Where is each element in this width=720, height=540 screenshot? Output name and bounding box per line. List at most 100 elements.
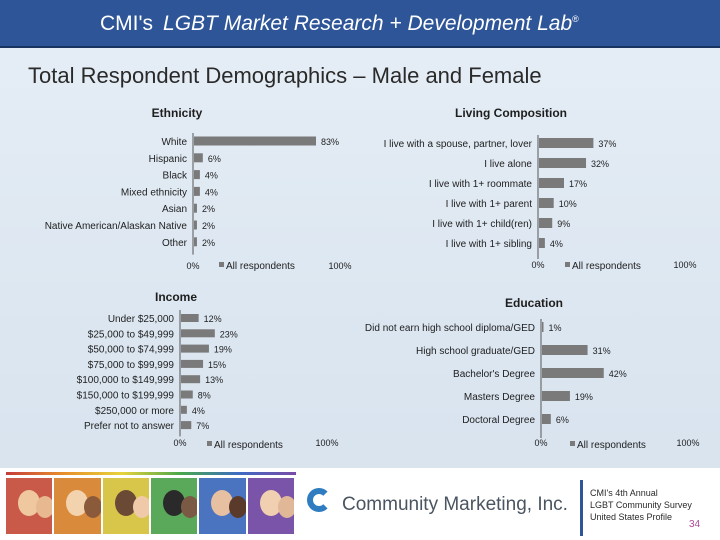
photo-1 bbox=[6, 478, 53, 534]
bar bbox=[194, 170, 200, 180]
data-label: 37% bbox=[598, 139, 616, 149]
rainbow-stripe bbox=[6, 472, 296, 475]
tick-label-min: 0% bbox=[186, 261, 199, 271]
data-label: 6% bbox=[556, 415, 569, 425]
bar bbox=[194, 220, 197, 230]
category-label: Mixed ethnicity bbox=[121, 187, 187, 198]
category-label: Native American/Alaskan Native bbox=[45, 221, 188, 232]
category-label: $25,000 to $49,999 bbox=[88, 329, 175, 340]
legend-swatch bbox=[570, 441, 575, 446]
category-label: I live with 1+ child(ren) bbox=[432, 219, 532, 230]
category-label: I live with 1+ parent bbox=[446, 199, 533, 210]
tick-label-min: 0% bbox=[531, 260, 544, 270]
bar bbox=[542, 322, 544, 332]
bar bbox=[539, 158, 587, 168]
bar bbox=[542, 345, 588, 355]
footer-divider bbox=[580, 480, 583, 536]
bar bbox=[194, 203, 197, 213]
bar bbox=[181, 344, 209, 353]
category-label: Under $25,000 bbox=[108, 314, 175, 325]
data-label: 12% bbox=[204, 314, 222, 324]
photo-6 bbox=[247, 478, 294, 534]
header-bar: CMI's LGBT Market Research + Development … bbox=[0, 0, 720, 48]
photo-3 bbox=[102, 478, 149, 534]
legend-swatch bbox=[207, 441, 212, 446]
bar bbox=[542, 414, 551, 424]
survey-line: CMI's 4th Annual bbox=[590, 488, 658, 498]
data-label: 2% bbox=[202, 238, 215, 248]
data-label: 2% bbox=[202, 221, 215, 231]
data-label: 32% bbox=[591, 159, 609, 169]
legend-label: All respondents bbox=[572, 261, 641, 272]
data-label: 4% bbox=[205, 187, 218, 197]
category-label: $75,000 to $99,999 bbox=[88, 360, 175, 371]
bar bbox=[539, 238, 545, 248]
chart-title: Income bbox=[155, 290, 197, 304]
data-label: 19% bbox=[214, 345, 232, 355]
header-title: CMI's LGBT Market Research + Development … bbox=[100, 12, 579, 36]
category-label: Black bbox=[163, 171, 188, 182]
bar bbox=[194, 237, 197, 247]
category-label: Prefer not to answer bbox=[84, 421, 175, 432]
category-label: Hispanic bbox=[149, 154, 187, 165]
company-name: Community Marketing, Inc. bbox=[342, 494, 568, 515]
survey-line: LGBT Community Survey bbox=[590, 500, 692, 510]
legend-label: All respondents bbox=[226, 261, 295, 272]
tick-label-max: 100% bbox=[315, 438, 338, 448]
category-label: $50,000 to $74,999 bbox=[88, 345, 175, 356]
category-label: I live with 1+ sibling bbox=[446, 239, 532, 250]
data-label: 23% bbox=[220, 329, 238, 339]
data-label: 8% bbox=[198, 391, 211, 401]
category-label: Asian bbox=[162, 204, 187, 215]
bar bbox=[539, 138, 594, 148]
data-label: 13% bbox=[205, 375, 223, 385]
bar bbox=[181, 314, 199, 322]
chart-title: Education bbox=[505, 296, 563, 310]
slide-title: Total Respondent Demographics – Male and… bbox=[28, 63, 542, 88]
category-label: I live alone bbox=[484, 159, 532, 170]
bar bbox=[181, 421, 192, 430]
category-label: High school graduate/GED bbox=[416, 346, 535, 357]
header-lab-name: LGBT Market Research + Development Lab bbox=[163, 12, 573, 35]
data-label: 19% bbox=[575, 392, 593, 402]
category-label: Doctoral Degree bbox=[462, 415, 535, 426]
photo-4 bbox=[150, 478, 198, 534]
tick-label-min: 0% bbox=[173, 438, 186, 448]
bar bbox=[181, 359, 204, 368]
survey-line: United States Profile bbox=[590, 512, 673, 522]
data-label: 2% bbox=[202, 204, 215, 214]
category-label: $100,000 to $149,999 bbox=[77, 375, 175, 386]
legend-label: All respondents bbox=[577, 440, 646, 451]
bar bbox=[542, 391, 570, 401]
legend-swatch bbox=[219, 262, 224, 267]
chart-title: Ethnicity bbox=[152, 106, 203, 120]
category-label: Did not earn high school diploma/GED bbox=[365, 323, 535, 334]
bar bbox=[181, 405, 187, 414]
data-label: 7% bbox=[196, 421, 209, 431]
category-label: White bbox=[161, 137, 187, 148]
category-label: Bachelor's Degree bbox=[453, 369, 535, 380]
bar bbox=[194, 153, 203, 163]
footer bbox=[0, 468, 720, 540]
bar bbox=[539, 178, 564, 188]
bar bbox=[194, 136, 317, 146]
bar bbox=[181, 390, 193, 399]
category-label: $150,000 to $199,999 bbox=[77, 391, 175, 402]
bar bbox=[542, 368, 604, 378]
photo-strip bbox=[6, 478, 296, 534]
data-label: 1% bbox=[549, 323, 562, 333]
data-label: 6% bbox=[208, 154, 221, 164]
tick-label-max: 100% bbox=[328, 261, 351, 271]
category-label: Masters Degree bbox=[464, 392, 536, 403]
data-label: 4% bbox=[205, 171, 218, 181]
category-label: $250,000 or more bbox=[95, 406, 174, 417]
bar bbox=[539, 218, 553, 228]
company-logo-icon bbox=[307, 488, 331, 512]
bar bbox=[194, 186, 200, 196]
category-label: I live with 1+ roommate bbox=[429, 179, 533, 190]
photo-2 bbox=[54, 478, 101, 534]
registered-mark: ® bbox=[572, 14, 579, 24]
data-label: 10% bbox=[559, 199, 577, 209]
bar bbox=[181, 375, 201, 384]
page-number: 34 bbox=[689, 519, 701, 530]
